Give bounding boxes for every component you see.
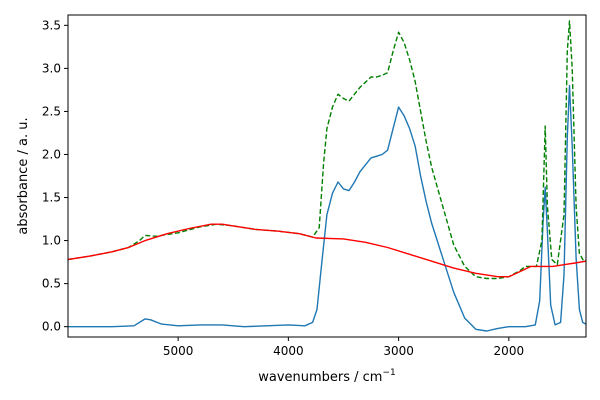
x-tick-label: 3000 (383, 344, 414, 358)
y-tick-label: 0.5 (42, 277, 61, 291)
y-tick-label: 3.5 (42, 18, 61, 32)
plot-frame (67, 14, 587, 338)
x-axis-label: wavenumbers / cm−1 (258, 368, 396, 385)
series-line-1 (68, 84, 586, 332)
x-tick-label: 2000 (494, 344, 525, 358)
y-axis-label: absorbance / a. u. (16, 117, 31, 234)
series-line-3 (68, 223, 586, 278)
y-tick-label: 3.0 (42, 61, 61, 75)
y-tick-label: 0.0 (42, 320, 61, 334)
y-tick-label: 1.0 (42, 234, 61, 248)
x-tick-label: 5000 (163, 344, 194, 358)
y-tick-label: 2.5 (42, 104, 61, 118)
x-axis-ticks: 5000 4000 3000 2000 (163, 337, 524, 358)
series-layer (68, 20, 586, 332)
y-axis-ticks: 0.0 0.5 1.0 1.5 2.0 2.5 3.0 3.5 (42, 18, 68, 334)
x-tick-label: 4000 (273, 344, 304, 358)
x-axis-label-exponent: −1 (382, 368, 395, 378)
y-tick-label: 2.0 (42, 147, 61, 161)
y-tick-label: 1.5 (42, 191, 61, 205)
